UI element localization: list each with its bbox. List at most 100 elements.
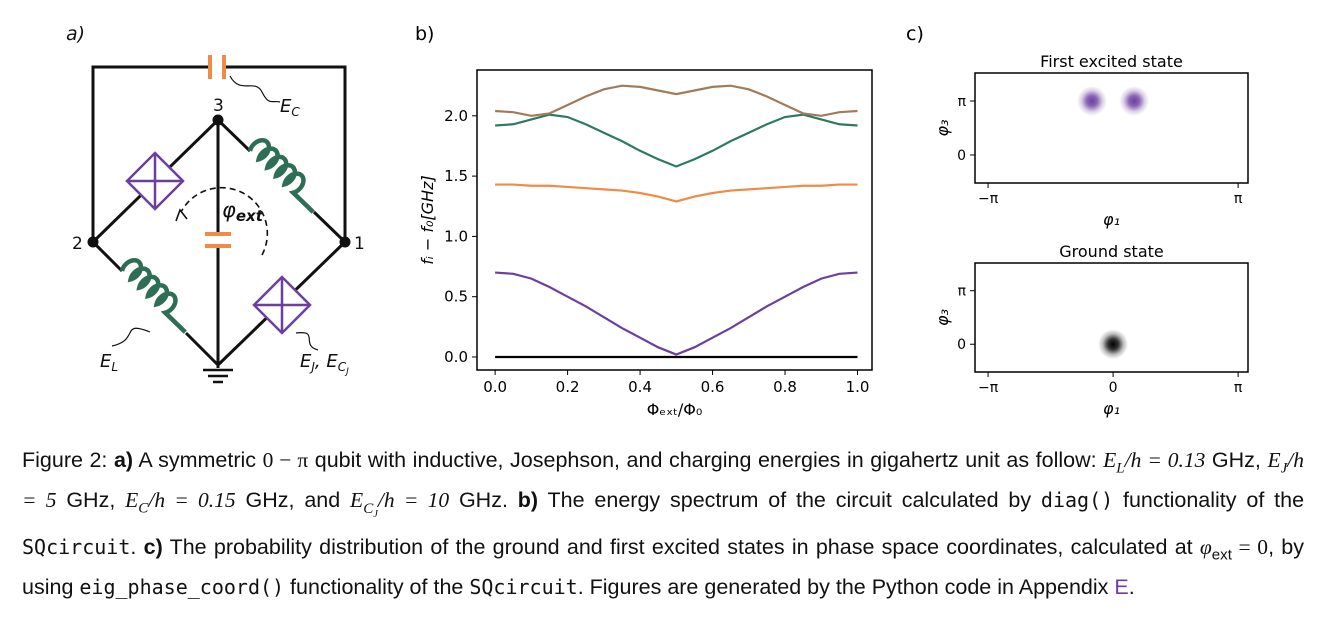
y-tick-label: 0	[957, 148, 966, 164]
separator: ,	[315, 351, 326, 372]
density-blob	[1098, 329, 1129, 360]
wire	[226, 65, 347, 242]
wire	[91, 240, 124, 273]
leader	[229, 75, 281, 103]
wire	[312, 210, 347, 244]
wire	[184, 331, 220, 367]
y-axis-label: fᵢ − f₀[GHz]	[418, 175, 437, 264]
math: φ	[1199, 534, 1212, 559]
y-tick-label: 0.0	[444, 348, 468, 366]
symbol: E	[300, 351, 312, 372]
text: The probability distribution of the grou…	[162, 534, 1200, 559]
node-label: 2	[72, 234, 83, 254]
y-axis-label: φ₃	[933, 309, 952, 326]
math: C	[363, 500, 374, 517]
phi-label: φext	[222, 198, 264, 225]
text: qubit with inductive, Josephson, and cha…	[308, 448, 1104, 472]
math: E	[1267, 448, 1281, 472]
node	[339, 236, 351, 248]
math: /h = 0.13	[1124, 448, 1206, 472]
axes-frame	[476, 69, 873, 371]
x-axis-label: Φₑₓₜ/Φ₀	[647, 400, 702, 419]
symbol: E	[100, 351, 112, 372]
math: /h = 10	[377, 488, 450, 513]
math: L	[1116, 460, 1125, 477]
symbol: E	[280, 96, 292, 117]
y-tick-label: π	[958, 284, 967, 300]
math: CJ	[363, 500, 378, 520]
math: E	[1103, 448, 1117, 472]
x-tick-label: π	[1234, 191, 1243, 207]
leader	[295, 332, 319, 351]
x-tick-label: 0.8	[773, 378, 797, 396]
circuit: a)	[66, 23, 351, 384]
link[interactable]: E	[1114, 574, 1129, 599]
plot-title: First excited state	[1040, 52, 1183, 71]
y-tick-label: π	[958, 94, 967, 110]
y-tick-label: 1.0	[444, 227, 468, 245]
symbol: φ	[222, 198, 236, 222]
series-line	[495, 271, 858, 356]
text: c)	[143, 534, 163, 559]
y-tick-label: 0	[957, 337, 966, 353]
axes-frame	[974, 262, 1249, 373]
text: , by using	[22, 534, 1304, 599]
inductor	[247, 138, 315, 214]
math: ext	[1211, 545, 1232, 563]
text: b)	[517, 488, 539, 513]
circuit-labels: 3 2 1 EC EL EJ, ECJ φext	[72, 96, 365, 377]
node	[212, 114, 224, 126]
josephson-junction	[252, 275, 312, 335]
node	[87, 236, 99, 248]
el-label: EL	[100, 351, 118, 374]
text: GHz,	[1205, 448, 1268, 472]
series-line	[495, 183, 858, 203]
josephson-junction	[125, 151, 185, 211]
math: J	[1280, 460, 1288, 477]
text: A symmetric	[133, 448, 263, 472]
wire	[91, 65, 208, 242]
x-axis-label: φ₁	[1103, 399, 1120, 418]
flux-arrow	[180, 186, 269, 256]
math: /h = 0.15	[148, 488, 236, 513]
math: 0 − π	[262, 448, 309, 472]
series-line	[495, 113, 858, 168]
series-line	[495, 84, 858, 117]
panel-label: a)	[66, 23, 85, 45]
text: functionality of the	[284, 574, 470, 599]
subscript: L	[111, 360, 118, 374]
subscript: J	[344, 367, 349, 377]
text: Figure 2:	[22, 448, 114, 472]
text: GHz,	[56, 488, 126, 513]
x-tick-label: 0	[1109, 380, 1118, 396]
text: .	[1128, 574, 1135, 599]
math: = 0	[1231, 534, 1269, 559]
text: .	[130, 534, 144, 559]
wire	[216, 118, 252, 153]
subscript: C	[338, 360, 347, 374]
text: functionality of the	[1113, 488, 1305, 513]
code: diag()	[1040, 488, 1114, 513]
subscript: ext	[236, 207, 264, 225]
text: The energy spectrum of the circuit calcu…	[538, 488, 1041, 513]
x-tick-label: 0.6	[701, 378, 725, 396]
y-axis-label: φ₃	[933, 120, 952, 137]
code: eig_phase_coord()	[79, 574, 285, 599]
x-tick-label: −π	[978, 191, 999, 207]
ec-label: EC	[280, 96, 300, 119]
axes-frame	[974, 72, 1249, 184]
density-blob	[1077, 85, 1107, 116]
figure: a) 3 2 1 EC EL EJ, ECJ φext 0.0 0.2 0.4 0.6…	[66, 23, 1249, 419]
subscript: J	[309, 360, 315, 374]
text: . Figures are generated by the Python co…	[577, 574, 1115, 599]
symbol: E	[326, 351, 338, 372]
x-tick-label: π	[1234, 380, 1243, 396]
x-tick-label: 0.4	[628, 378, 652, 396]
y-tick-label: 2.0	[444, 107, 468, 125]
math: J	[373, 508, 378, 520]
code: SQcircuit	[22, 534, 131, 559]
x-tick-label: 1.0	[846, 378, 870, 396]
x-tick-label: −π	[978, 380, 999, 396]
subscript: C	[291, 105, 300, 119]
y-tick-label: 1.5	[444, 167, 468, 185]
